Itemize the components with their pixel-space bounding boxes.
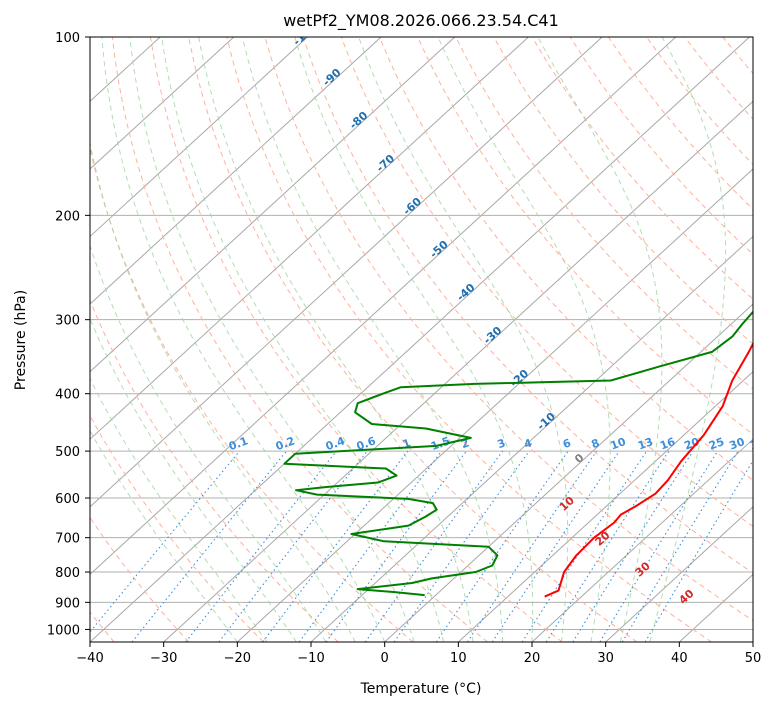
x-tick-label: 50 xyxy=(745,651,762,666)
isotherm-line xyxy=(0,37,13,642)
chart-title: wetPf2_YM08.2026.066.23.54.C41 xyxy=(283,11,559,31)
x-tick-label: 30 xyxy=(597,651,614,666)
x-tick-label: −20 xyxy=(224,651,251,666)
x-tick-label: 40 xyxy=(671,651,688,666)
y-tick-label: 100 xyxy=(55,31,80,46)
x-axis-label: Temperature (°C) xyxy=(360,681,482,697)
y-tick-label: 1000 xyxy=(47,623,80,638)
dry-adiabat-line xyxy=(761,37,775,642)
y-tick-label: 700 xyxy=(55,532,80,547)
y-tick-label: 300 xyxy=(55,314,80,329)
y-tick-label: 900 xyxy=(55,596,80,611)
y-axis-label: Pressure (hPa) xyxy=(13,290,29,390)
x-tick-label: 20 xyxy=(524,651,541,666)
y-tick-label: 500 xyxy=(55,445,80,460)
x-tick-label: 0 xyxy=(381,651,389,666)
isotherm-line xyxy=(753,37,775,642)
x-tick-label: 10 xyxy=(450,651,467,666)
x-tick-label: −40 xyxy=(76,651,103,666)
y-tick-label: 400 xyxy=(55,388,80,403)
y-tick-label: 600 xyxy=(55,492,80,507)
y-tick-label: 200 xyxy=(55,209,80,224)
x-tick-label: −10 xyxy=(297,651,324,666)
y-tick-label: 800 xyxy=(55,566,80,581)
x-tick-label: −30 xyxy=(150,651,177,666)
